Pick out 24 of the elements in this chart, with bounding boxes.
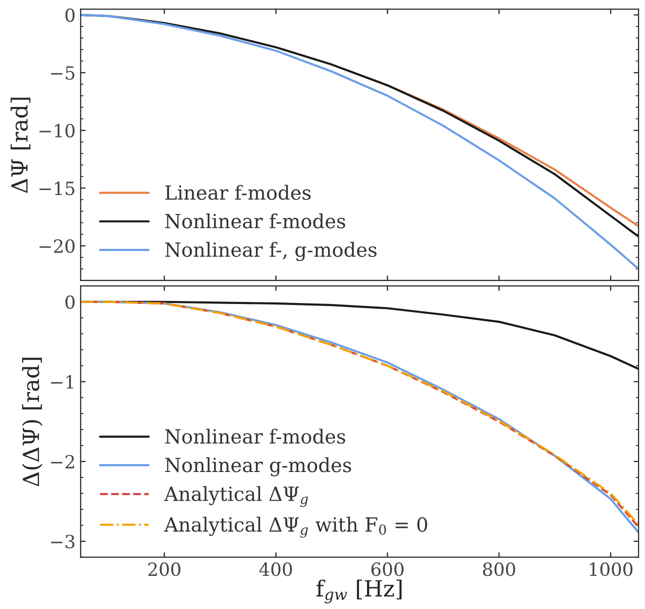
y-tick-label: −2	[51, 454, 74, 468]
y-tick-label: −5	[51, 66, 74, 80]
legend-label: Nonlinear f-modes	[165, 213, 346, 228]
x-tick-label: 400	[259, 562, 292, 576]
legend-label: Linear f-modes	[165, 184, 311, 200]
y-axis-title: Δ(ΔΨ) [rad]	[22, 358, 42, 486]
legend-label: Analytical ΔΨ$_{g}$ with F$_{0}$ = 0	[164, 516, 428, 538]
y-tick-label: −10	[40, 124, 75, 138]
y-tick-label: 0	[65, 8, 75, 22]
y-tick-label: −15	[40, 182, 74, 196]
x-tick-label: 1000	[590, 562, 632, 576]
x-tick-label: 200	[148, 562, 180, 576]
legend-label: Analytical ΔΨ$_{g}$	[164, 486, 308, 507]
y-tick-label: −20	[40, 239, 75, 253]
legend-label: Nonlinear f-modes	[165, 428, 346, 444]
x-tick-label: 600	[371, 562, 404, 576]
x-tick-label: 800	[483, 562, 516, 576]
y-tick-label: −1	[51, 375, 74, 389]
y-tick-label: 0	[65, 295, 75, 309]
legend-label: Nonlinear f-, g-modes	[165, 242, 377, 262]
y-axis-title: ΔΨ [rad]	[10, 98, 30, 193]
legend-label: Nonlinear g-modes	[165, 457, 352, 476]
y-tick-label: −3	[51, 534, 74, 548]
x-axis-title: f$_{gw}$ [Hz]	[316, 580, 402, 604]
